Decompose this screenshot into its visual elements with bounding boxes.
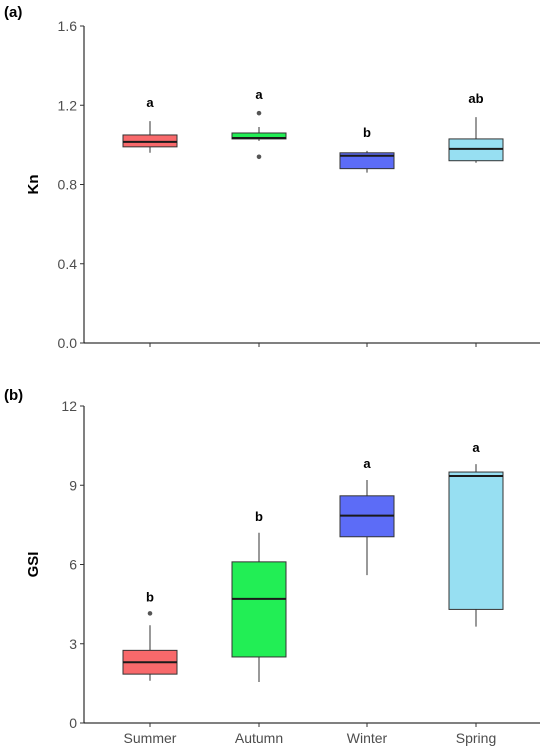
y-axis-title: Kn	[25, 175, 42, 195]
outlier-point	[256, 154, 262, 160]
significance-letter: a	[255, 87, 263, 102]
significance-letter: b	[146, 589, 154, 604]
y-tick-label: 9	[69, 477, 77, 493]
significance-letter: a	[146, 95, 154, 110]
y-tick-label: 0	[69, 715, 77, 731]
x-tick-label: Summer	[124, 730, 177, 746]
x-tick-label: Autumn	[235, 730, 283, 746]
y-tick-label: 6	[69, 557, 77, 573]
panel-label: (a)	[4, 4, 22, 21]
y-tick-label: 1.2	[58, 97, 78, 113]
significance-letter: a	[363, 456, 371, 471]
y-axis-title: GSI	[25, 552, 42, 578]
y-tick-label: 1.6	[58, 18, 78, 34]
x-tick-label: Spring	[456, 730, 496, 746]
outlier-point	[147, 611, 153, 616]
significance-letter: b	[255, 509, 263, 524]
y-tick-label: 0.8	[58, 177, 78, 193]
y-tick-label: 3	[69, 636, 77, 652]
x-tick-label: Winter	[347, 730, 388, 746]
box-spring	[448, 471, 504, 610]
significance-letter: ab	[468, 91, 483, 106]
significance-letter: b	[363, 125, 371, 140]
y-tick-label: 0.0	[58, 335, 78, 351]
y-tick-label: 0.4	[58, 256, 78, 272]
outlier-point	[256, 110, 262, 116]
y-tick-label: 12	[61, 398, 77, 414]
significance-letter: a	[472, 440, 480, 455]
box-autumn	[231, 561, 287, 658]
panel-label: (b)	[4, 387, 23, 404]
